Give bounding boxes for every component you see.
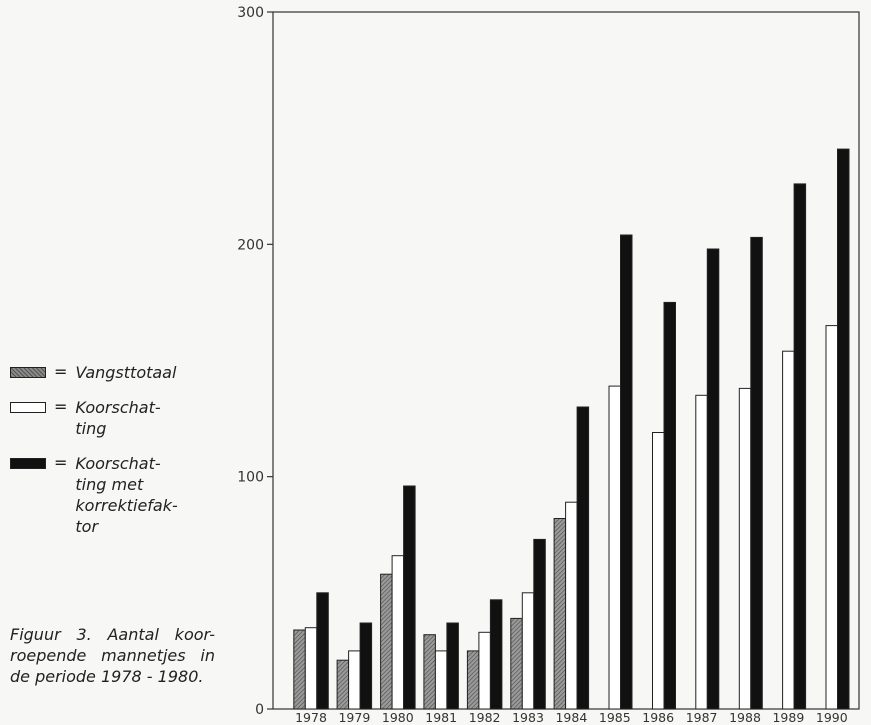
x-tick-label: 1983 — [512, 710, 544, 725]
x-tick-label: 1988 — [729, 710, 761, 725]
bars-group — [293, 148, 850, 710]
bar-koorschatting-1989 — [782, 350, 795, 710]
x-tick-label: 1990 — [816, 710, 848, 725]
bar-korrektiefaktor-1987 — [706, 248, 720, 710]
x-tick-label: 1980 — [382, 710, 414, 725]
legend-swatch-vangsttotaal — [10, 367, 46, 378]
legend-equals: = — [54, 453, 68, 472]
bar-korrektiefaktor-1989 — [793, 183, 807, 710]
bar-korrektiefaktor-1981 — [446, 622, 459, 710]
bar-korrektiefaktor-1984 — [576, 406, 590, 710]
bar-vangsttotaal-1981 — [423, 634, 436, 710]
legend-item-koorschatting: = Koorschat- ting — [10, 397, 210, 439]
figure-caption: Figuur 3. Aantal koor-roepende mannetjes… — [10, 625, 215, 686]
bar-vangsttotaal-1984 — [553, 518, 567, 710]
x-tick-label: 1989 — [772, 710, 804, 725]
bar-koorschatting-1981 — [434, 650, 448, 710]
bar-koorschatting-1978 — [304, 627, 318, 710]
legend-equals: = — [54, 397, 68, 416]
bar-koorschatting-1979 — [348, 650, 361, 710]
x-tick-label: 1986 — [642, 710, 674, 725]
bar-koorschatting-1984 — [565, 501, 578, 710]
bar-korrektiefaktor-1980 — [403, 485, 416, 710]
legend-swatch-korrektiefaktor — [10, 458, 46, 469]
bar-korrektiefaktor-1979 — [359, 622, 373, 710]
bar-vangsttotaal-1982 — [466, 650, 480, 710]
bar-vangsttotaal-1980 — [380, 573, 393, 710]
bar-vangsttotaal-1983 — [510, 617, 523, 710]
bar-koorschatting-1985 — [608, 385, 621, 710]
legend-item-korrektiefaktor: = Koorschat- ting met korrektiefak- tor — [10, 453, 210, 537]
y-tick-label: 200 — [237, 237, 264, 253]
bar-korrektiefaktor-1988 — [750, 236, 763, 710]
bar-koorschatting-1990 — [825, 325, 838, 710]
bar-koorschatting-1988 — [738, 387, 752, 710]
x-axis: 1978 1979 1980 1981 1982 1983 1984 1985 1986 1987… — [295, 710, 848, 725]
bar-korrektiefaktor-1986 — [663, 301, 676, 710]
bar-koorschatting-1983 — [521, 592, 535, 710]
legend-equals: = — [54, 362, 68, 381]
bar-korrektiefaktor-1990 — [837, 148, 850, 710]
y-tick-label: 100 — [237, 470, 264, 486]
bar-korrektiefaktor-1985 — [620, 234, 633, 710]
legend-label-koorschatting: Koorschat- ting — [75, 398, 161, 438]
y-axis: 0 100 200 300 — [237, 5, 273, 718]
x-tick-label: 1982 — [469, 710, 501, 725]
x-tick-label: 1984 — [555, 710, 587, 725]
x-tick-label: 1987 — [686, 710, 718, 725]
bar-korrektiefaktor-1978 — [316, 592, 329, 710]
legend-label-vangsttotaal: Vangsttotaal — [75, 363, 177, 382]
bar-vangsttotaal-1978 — [293, 629, 306, 710]
bar-koorschatting-1980 — [391, 555, 405, 710]
x-tick-label: 1981 — [425, 710, 457, 725]
bar-koorschatting-1987 — [695, 394, 708, 710]
bar-koorschatting-1982 — [478, 631, 491, 710]
bar-korrektiefaktor-1983 — [533, 538, 546, 710]
bar-vangsttotaal-1979 — [336, 659, 350, 710]
y-tick-label: 0 — [255, 702, 264, 718]
legend-swatch-koorschatting — [10, 402, 46, 413]
bar-koorschatting-1986 — [652, 432, 665, 710]
x-tick-label: 1978 — [295, 710, 327, 725]
bar-korrektiefaktor-1982 — [489, 599, 503, 710]
legend: = Vangsttotaal = Koorschat- ting = Koors… — [10, 362, 210, 537]
x-tick-label: 1979 — [338, 710, 370, 725]
legend-item-vangsttotaal: = Vangsttotaal — [10, 362, 210, 383]
x-tick-label: 1985 — [599, 710, 631, 725]
y-tick-label: 300 — [237, 5, 264, 21]
legend-label-korrektiefaktor: Koorschat- ting met korrektiefak- tor — [75, 454, 178, 536]
